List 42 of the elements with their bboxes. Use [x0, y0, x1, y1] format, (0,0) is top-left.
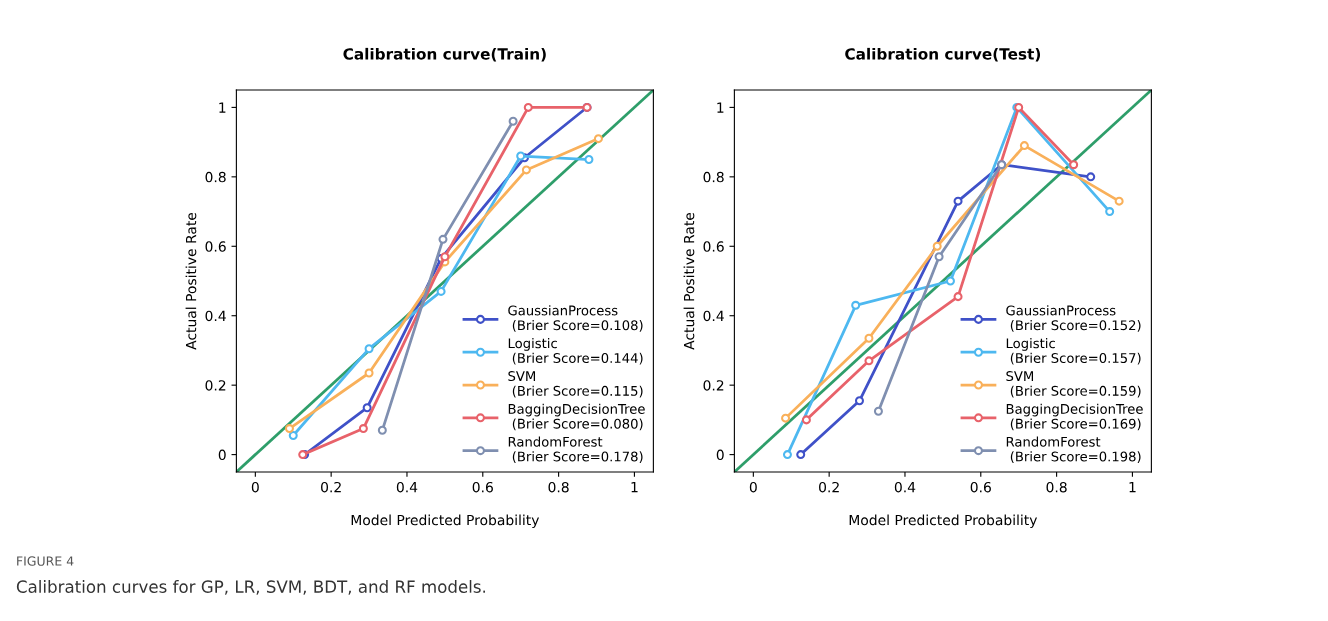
legend-label: BaggingDecisionTree (Brier Score=0.169) — [1006, 403, 1143, 431]
y-tick-label: 0.8 — [703, 171, 724, 183]
legend-label: SVM (Brier Score=0.159) — [1006, 371, 1141, 398]
x-tick-label: 1 — [1129, 482, 1136, 493]
legend-label: Logistic (Brier Score=0.144) — [508, 338, 643, 365]
y-tick-label: 0.4 — [205, 310, 226, 322]
y-tick-label: 0.6 — [205, 241, 226, 252]
y-axis-title: Actual Positive Rate — [185, 212, 197, 350]
legend-label: RandomForest (Brier Score=0.178) — [508, 436, 643, 464]
x-axis-title: Model Predicted Probability — [351, 514, 540, 529]
x-tick-label: 0.6 — [970, 481, 991, 493]
y-tick-label: 0.2 — [205, 380, 226, 391]
y-tick-label: 0 — [716, 449, 724, 461]
legend-label: SVM (Brier Score=0.115) — [508, 371, 643, 398]
y-tick-label: 1 — [219, 102, 226, 113]
chart-title: Calibration curve(Train) — [343, 47, 546, 62]
x-tick-label: 0.2 — [819, 481, 839, 493]
legend-label: RandomForest (Brier Score=0.198) — [1006, 436, 1141, 464]
y-tick-label: 0.8 — [205, 171, 226, 183]
y-axis-title: Actual Positive Rate — [683, 212, 695, 350]
legend-label: BaggingDecisionTree (Brier Score=0.080) — [508, 403, 645, 431]
y-tick-label: 0.2 — [703, 380, 724, 391]
x-tick-label: 0.4 — [894, 481, 916, 493]
legend-label: GaussianProcess (Brier Score=0.108) — [508, 305, 643, 332]
x-tick-label: 0.6 — [472, 481, 493, 493]
y-tick-label: 0.4 — [703, 310, 724, 322]
caption: FIGURE 4 — [17, 556, 74, 566]
y-tick-label: 0 — [218, 449, 226, 461]
text: Calibration curves for GP, LR, SVM, BDT, and RF models. — [16, 580, 486, 595]
y-tick-label: 0.6 — [703, 241, 724, 252]
x-tick-label: 1 — [631, 482, 638, 493]
x-tick-label: 0 — [251, 481, 259, 493]
legend-label: Logistic (Brier Score=0.157) — [1006, 338, 1141, 365]
x-tick-label: 0.4 — [396, 481, 418, 493]
x-tick-label: 0.8 — [548, 481, 569, 493]
y-tick-label: 1 — [717, 102, 724, 113]
x-tick-label: 0.8 — [1046, 481, 1067, 493]
x-axis-title: Model Predicted Probability — [849, 514, 1038, 529]
x-tick-label: 0.2 — [321, 481, 341, 493]
legend-label: GaussianProcess (Brier Score=0.152) — [1006, 305, 1141, 332]
x-tick-label: 0 — [749, 481, 757, 493]
chart-title: Calibration curve(Test) — [845, 47, 1041, 62]
